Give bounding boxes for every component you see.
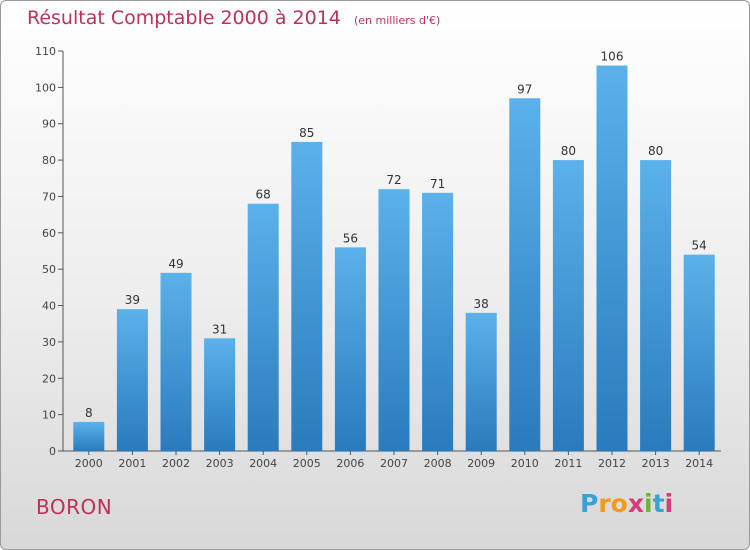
y-tick-label: 100 [35,81,56,94]
chart-title-main: Résultat Comptable 2000 à 2014 [27,7,341,29]
value-label-2007: 72 [386,173,401,187]
value-label-2014: 54 [692,239,707,253]
x-tick-label-2007: 2007 [380,457,408,470]
y-tick-label: 60 [42,227,56,240]
value-label-2002: 49 [168,257,183,271]
logo-letter: i [644,489,653,518]
bar-2001 [116,309,148,451]
bar-2006 [334,247,366,451]
x-tick-label-2002: 2002 [162,457,190,470]
x-tick-label-2008: 2008 [424,457,452,470]
value-label-2005: 85 [299,126,314,140]
x-tick-label-2004: 2004 [249,457,277,470]
bar-2000 [73,421,105,451]
logo-letter: o [610,489,628,518]
value-label-2011: 80 [561,144,576,158]
y-tick-label: 10 [42,409,56,422]
bar-2011 [552,160,584,451]
x-tick-label-2010: 2010 [511,457,539,470]
x-tick-label-2000: 2000 [75,457,103,470]
proxiti-logo: Proxiti [580,489,673,518]
y-tick-label: 50 [42,263,56,276]
value-label-2001: 39 [125,293,140,307]
bar-2009 [465,312,497,451]
bar-2007 [378,189,410,451]
value-label-2012: 106 [601,50,624,64]
y-tick-label: 20 [42,372,56,385]
bar-2014 [683,254,715,451]
chart-title: Résultat Comptable 2000 à 2014 (en milli… [27,7,440,29]
x-tick-label-2005: 2005 [293,457,321,470]
x-tick-label-2011: 2011 [554,457,582,470]
logo-letter: P [580,489,599,518]
x-tick-label-2014: 2014 [685,457,713,470]
y-tick-label: 70 [42,190,56,203]
logo-letter: t [652,489,665,518]
logo-letter: x [627,489,644,518]
commune-name: BORON [36,495,113,519]
bar-2012 [596,65,628,451]
x-tick-label-2003: 2003 [206,457,234,470]
y-tick-label: 40 [42,300,56,313]
bar-2002 [160,272,192,451]
y-tick-label: 80 [42,154,56,167]
x-tick-label-2012: 2012 [598,457,626,470]
bar-2005 [291,141,323,451]
bar-2010 [509,98,541,451]
logo-letter: i [664,489,674,518]
bar-2008 [422,192,454,451]
x-tick-label-2009: 2009 [467,457,495,470]
y-tick-label: 110 [35,45,56,58]
value-label-2008: 71 [430,177,445,191]
y-tick-label: 90 [42,118,56,131]
logo-letter: r [598,489,611,518]
value-label-2010: 97 [517,82,532,96]
value-label-2009: 38 [474,297,489,311]
value-label-2013: 80 [648,144,663,158]
x-tick-label-2013: 2013 [642,457,670,470]
bar-2004 [247,203,279,451]
y-tick-label: 0 [49,445,56,458]
bar-2013 [640,160,672,451]
value-label-2006: 56 [343,231,358,245]
chart-title-unit: (en milliers d'€) [353,14,441,27]
x-tick-label-2006: 2006 [336,457,364,470]
value-label-2004: 68 [256,188,271,202]
bar-2003 [204,338,236,451]
y-tick-label: 30 [42,336,56,349]
value-label-2000: 8 [85,406,93,420]
value-label-2003: 31 [212,322,227,336]
x-tick-label-2001: 2001 [118,457,146,470]
